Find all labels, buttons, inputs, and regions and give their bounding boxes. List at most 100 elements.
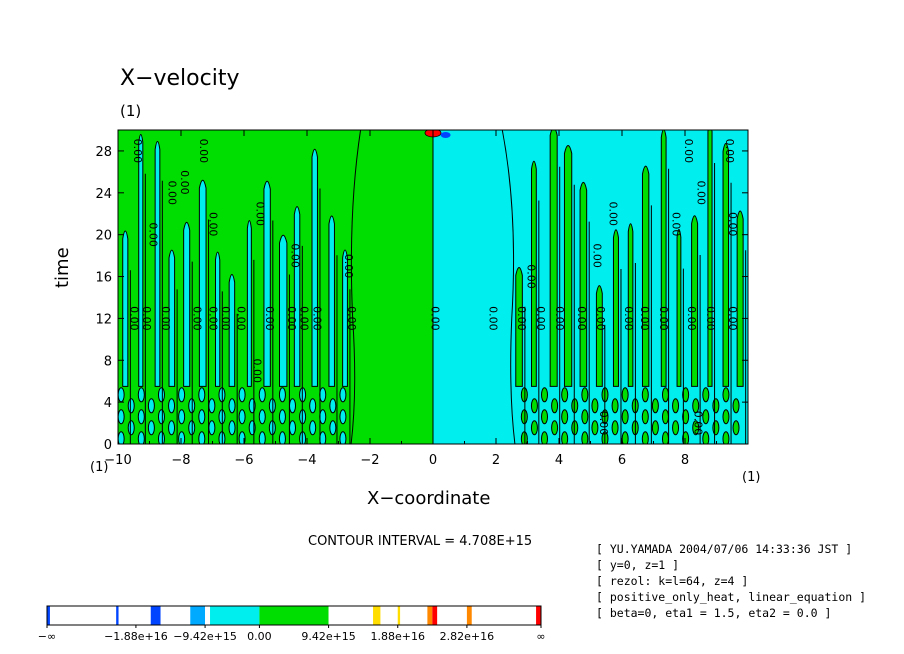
wave-cell xyxy=(118,409,125,425)
wave-cell xyxy=(278,431,286,444)
wave-cell xyxy=(228,398,236,414)
stripe-band xyxy=(627,223,634,387)
stripe-band xyxy=(676,228,682,387)
wave-cell xyxy=(137,431,145,444)
wave-cell xyxy=(541,431,549,444)
wave-cell xyxy=(127,420,135,436)
stripe-band xyxy=(279,234,288,387)
wave-cell xyxy=(258,409,266,425)
region-negative xyxy=(433,130,748,444)
wave-cell xyxy=(551,420,559,436)
wave-cell xyxy=(702,387,710,403)
colorbar-segment xyxy=(160,606,191,625)
wave-cell xyxy=(289,420,297,436)
colorbar-segment xyxy=(49,606,117,625)
coldspot xyxy=(440,132,451,138)
contour-label: 0.00 xyxy=(597,411,610,436)
info-line-author: [ YU.YAMADA 2004/07/06 14:33:36 JST ] xyxy=(596,542,853,556)
wave-cell xyxy=(682,387,690,403)
colorbar-segment xyxy=(427,606,433,625)
contour-label: 0.00 xyxy=(726,212,739,237)
contour-label: 0.00 xyxy=(695,181,708,206)
wave-cell xyxy=(309,398,317,414)
wave-cell xyxy=(651,420,659,436)
wave-cell xyxy=(682,409,690,425)
y-tick-label: 0 xyxy=(104,438,112,453)
x-tick-label: −4 xyxy=(297,453,316,468)
stripe-band xyxy=(707,130,713,387)
wave-cell xyxy=(198,387,206,403)
wave-cell xyxy=(157,431,165,444)
wave-cell xyxy=(702,409,710,425)
x-tick-label: 8 xyxy=(681,453,689,468)
y-tick-label: 16 xyxy=(95,271,112,286)
wave-cell xyxy=(530,420,538,436)
contour-label: 0.00 xyxy=(342,254,355,279)
wave-cell xyxy=(732,420,740,436)
contour-label: 0.00 xyxy=(219,306,232,331)
contour-label: 0.00 xyxy=(310,306,323,331)
wave-cell xyxy=(188,420,196,436)
y-tick-label: 4 xyxy=(104,396,112,411)
colorbar-frame xyxy=(46,605,542,626)
contour-label: 0.00 xyxy=(178,170,191,195)
stripe-band xyxy=(579,181,588,387)
wave-cell xyxy=(208,420,216,436)
colorbar-segment xyxy=(205,606,211,625)
wave-cell xyxy=(682,431,690,444)
y-tick-label: 8 xyxy=(104,354,112,369)
wave-cell xyxy=(581,409,589,425)
info-line-slice: [ y=0, z=1 ] xyxy=(596,558,680,572)
y-axis-label: time xyxy=(52,247,73,288)
contour-label: 0.00 xyxy=(682,139,695,164)
info-line-resolution: [ rezol: k=l=64, z=4 ] xyxy=(596,574,749,588)
x-tick-label: 4 xyxy=(555,453,563,468)
wave-cell xyxy=(702,431,710,444)
contour-label: 0.00 xyxy=(685,306,698,331)
wave-cell xyxy=(692,420,700,436)
stripe-band xyxy=(563,145,573,387)
contour-label: 0.00 xyxy=(723,139,736,164)
colorbar-segment xyxy=(471,606,537,625)
contour-line xyxy=(501,130,516,444)
contour-label: 0.00 xyxy=(487,306,500,331)
wave-cell xyxy=(339,409,347,425)
wave-cell xyxy=(611,398,619,414)
contour-label: 0.00 xyxy=(606,201,619,226)
x-tick-label: 0 xyxy=(429,453,437,468)
contour-label: 0.00 xyxy=(591,243,604,268)
contour-label: 0.00 xyxy=(250,358,263,383)
wave-cell xyxy=(339,431,347,444)
contour-label: 0.00 xyxy=(525,264,538,289)
wave-cell xyxy=(621,409,629,425)
wave-cell xyxy=(208,398,216,414)
stripe-band xyxy=(263,180,271,387)
colorbar-segment xyxy=(328,606,374,625)
contour-label: 0.00 xyxy=(288,243,301,268)
wave-cell xyxy=(530,398,538,414)
colorbar-segment xyxy=(536,606,541,625)
wave-cell xyxy=(147,420,155,436)
wave-cell xyxy=(238,387,246,403)
stripe-band xyxy=(122,230,129,387)
wave-cell xyxy=(641,409,649,425)
colorbar-label: −9.42e+15 xyxy=(173,630,237,643)
contour-label: 0.00 xyxy=(691,411,704,436)
contour-label: 0.00 xyxy=(235,306,248,331)
contour-label: 0.00 xyxy=(206,306,219,331)
contour-label: 0.00 xyxy=(206,212,219,237)
stripe-band xyxy=(660,130,667,387)
contour-label: 0.00 xyxy=(428,306,441,331)
colorbar-label: 2.82e+16 xyxy=(440,630,494,643)
y-tick-label: 20 xyxy=(95,229,112,244)
contour-line xyxy=(350,130,362,444)
wave-cell xyxy=(168,420,176,436)
colorbar-label: ∞ xyxy=(536,630,545,643)
wave-cell xyxy=(561,387,569,403)
wave-cell xyxy=(561,431,569,444)
wave-cell xyxy=(157,409,165,425)
contour-label: 0.00 xyxy=(140,306,153,331)
wave-cell xyxy=(611,420,619,436)
colorbar-label: 9.42e+15 xyxy=(301,630,355,643)
contour-label: 0.00 xyxy=(622,306,635,331)
